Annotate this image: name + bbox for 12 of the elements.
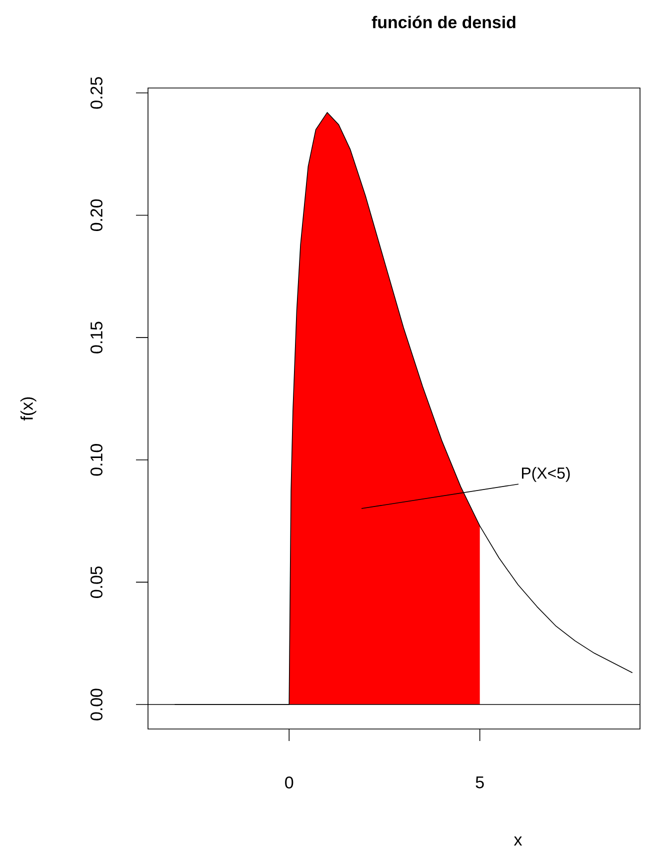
y-tick-label: 0.00 xyxy=(90,688,102,720)
y-tick-label: 0.05 xyxy=(90,566,102,598)
y-tick-label: 0.20 xyxy=(90,199,102,232)
chart-title: función de densid xyxy=(372,16,516,28)
x-tick-label: 0 xyxy=(285,776,294,789)
y-tick-label: 0.15 xyxy=(90,322,102,354)
y-tick-label: 0.10 xyxy=(90,444,102,476)
annotation: P(X<5) xyxy=(522,467,570,482)
y-axis-title: f(x) xyxy=(20,397,36,420)
y-tick-label: 0.25 xyxy=(90,77,102,109)
x-tick-label: 5 xyxy=(476,776,484,788)
x-axis-title: x xyxy=(514,836,522,846)
